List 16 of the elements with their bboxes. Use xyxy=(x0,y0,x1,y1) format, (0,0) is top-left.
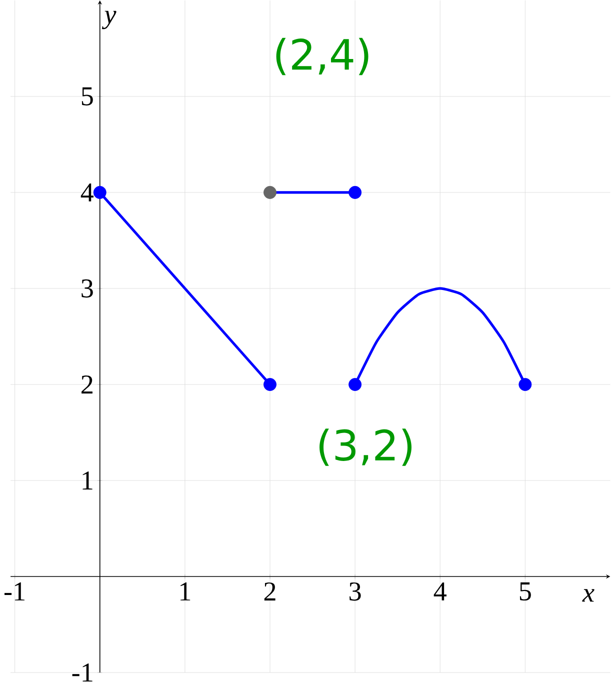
x-tick-label: 4 xyxy=(434,582,447,600)
x-axis-title: x xyxy=(582,589,595,602)
y-tick-label: 1 xyxy=(82,472,92,490)
y-tick-label: 2 xyxy=(82,375,93,394)
y-tick-label: 3 xyxy=(82,279,94,298)
y-axis-title: y xyxy=(102,10,116,30)
x-tick-label: 3 xyxy=(350,582,361,601)
x-tick-label: 5 xyxy=(520,582,532,601)
x-tick-label: -1 xyxy=(4,582,25,600)
x-tick-label: 1 xyxy=(180,582,190,600)
y-tick-label: -1 xyxy=(72,664,92,682)
annotation: (3,2) xyxy=(320,428,412,466)
x-tick-label: 2 xyxy=(264,582,276,600)
annotation: (2,4) xyxy=(276,38,368,76)
y-tick-label: 4 xyxy=(81,184,94,202)
y-tick-label: 5 xyxy=(82,87,94,106)
